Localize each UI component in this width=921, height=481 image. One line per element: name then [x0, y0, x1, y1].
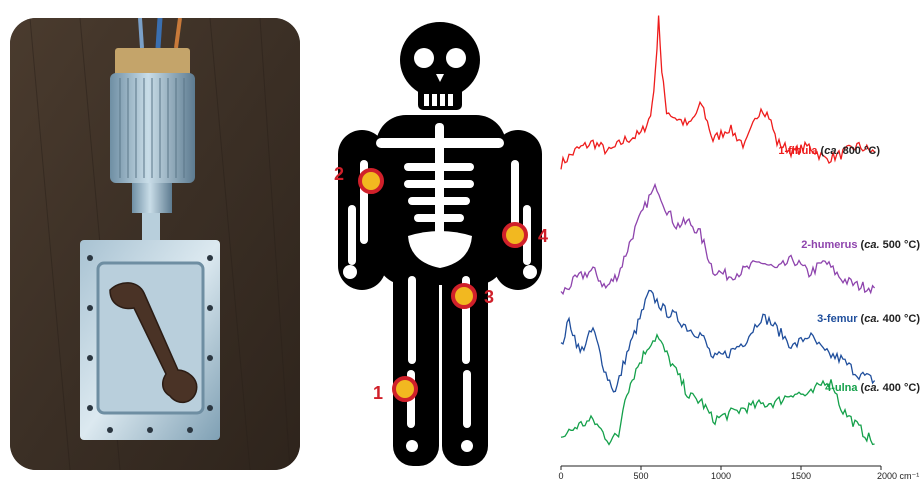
x-axis-ticks: 0 500 1000 1500 2000 cm⁻¹: [558, 466, 919, 481]
brass-ring: [115, 48, 190, 78]
spectrum-label-femur: 3-femur (ca. 400 °C): [817, 313, 920, 325]
spectrum-label-humerus: 2-humerus (ca. 500 °C): [801, 239, 920, 251]
spectrum-line-humerus: [560, 182, 876, 296]
skeleton-diagram: 1 2 3 4: [318, 0, 558, 481]
sample-photo-drawing: [10, 18, 300, 470]
x-tick-label: 1000: [711, 471, 731, 481]
sample-photo: [10, 18, 300, 470]
site-number-1: 1: [373, 383, 383, 403]
spectrum-label-fibula: 1-fibula (ca. 800 °C): [778, 145, 880, 157]
spectra-chart: 1-fibula (ca. 800 °C) 2-humerus (ca. 500…: [555, 0, 921, 481]
knurling: [119, 78, 185, 178]
plate-screws: [87, 255, 213, 433]
site-marker-2: [358, 168, 384, 194]
site-number-3: 3: [484, 287, 494, 307]
site-marker-3: [451, 283, 477, 309]
spectrum-line-femur: [560, 289, 876, 393]
site-number-4: 4: [538, 226, 548, 246]
probe-neck: [132, 183, 172, 213]
site-number-2: 2: [334, 164, 344, 184]
spectrum-line-ulna: [560, 332, 875, 446]
x-tick-label: 500: [633, 471, 648, 481]
site-marker-4: [502, 222, 528, 248]
bone-sample: [109, 282, 198, 404]
x-tick-label: 1500: [791, 471, 811, 481]
spectrum-line-fibula: [560, 15, 876, 170]
cables: [138, 18, 182, 49]
probe-stem: [142, 213, 160, 248]
spectra-series: [560, 15, 876, 446]
spectrum-label-ulna: 4-ulna (ca. 400 °C): [825, 382, 920, 394]
spectra-svg: 1-fibula (ca. 800 °C) 2-humerus (ca. 500…: [558, 15, 920, 481]
x-tick-label: 2000 cm⁻¹: [877, 471, 919, 481]
skull: [400, 22, 480, 110]
site-marker-1: [392, 376, 418, 402]
skeleton-figure: 1 2 3 4: [334, 22, 548, 466]
x-tick-label: 0: [558, 471, 563, 481]
